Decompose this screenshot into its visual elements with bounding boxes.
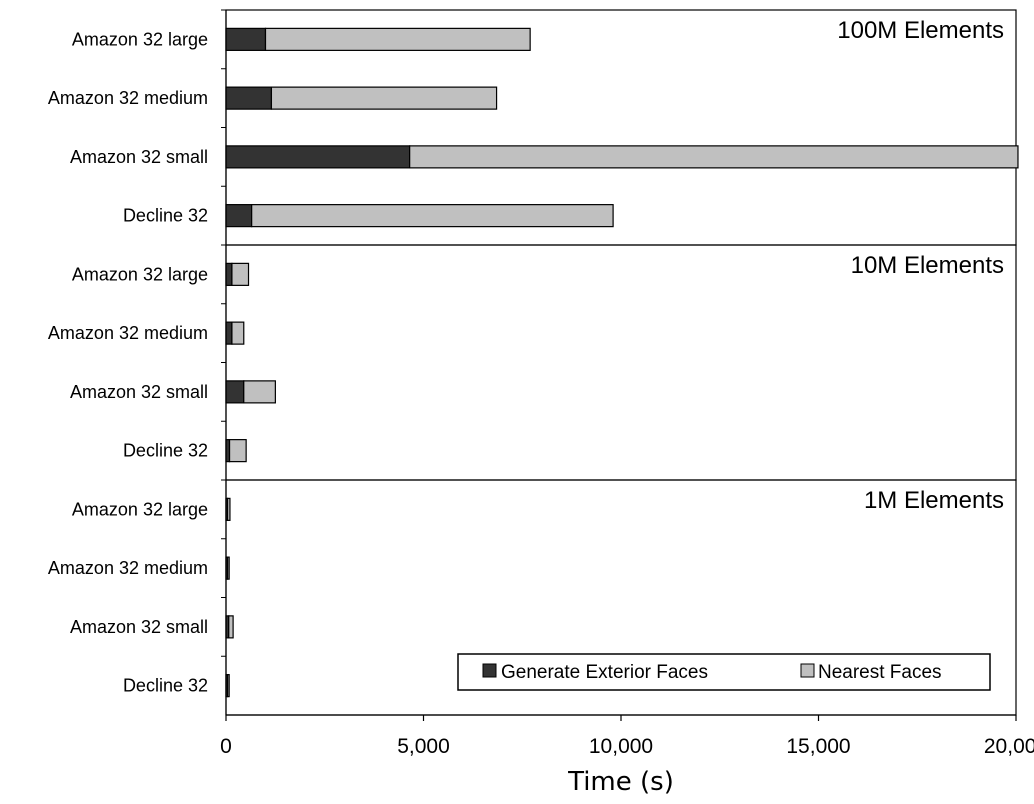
- x-tick-label: 15,000: [786, 735, 850, 758]
- bar-nearest-faces: [231, 321, 245, 345]
- bar-nearest-faces: [228, 615, 234, 639]
- x-tick-label: 0: [220, 735, 232, 758]
- panel-1: 10M Elements Amazon 32 large Amazon 32 med…: [48, 244, 1017, 481]
- bar-nearest-faces: [226, 497, 231, 521]
- category-label: Decline 32: [123, 676, 208, 696]
- bar-nearest-faces: [228, 439, 247, 463]
- bar-generate-exterior-faces: [225, 321, 233, 345]
- bar-generate-exterior-faces: [225, 145, 411, 169]
- category-label: Amazon 32 small: [70, 617, 208, 637]
- category-label: Decline 32: [123, 206, 208, 226]
- bar-nearest-faces: [243, 380, 276, 404]
- category-label: Amazon 32 large: [72, 264, 208, 284]
- legend-label-generate: Generate Exterior Faces: [501, 662, 708, 683]
- bar-generate-exterior-faces: [225, 380, 245, 404]
- panel-title: 100M Elements: [837, 17, 1004, 44]
- chart-panels: 100M Elements Amazon 32 large Amazon 32 me…: [48, 9, 1019, 716]
- bar-nearest-faces: [251, 204, 614, 228]
- bar-generate-exterior-faces: [225, 262, 233, 286]
- x-axis: 0 5,000 10,000 15,000 20,000: [220, 10, 1034, 758]
- category-label: Amazon 32 small: [70, 382, 208, 402]
- panel-0: 100M Elements Amazon 32 large Amazon 32 me…: [48, 9, 1019, 246]
- bar-nearest-faces: [226, 556, 230, 580]
- bar-generate-exterior-faces: [225, 86, 273, 110]
- panel-title: 1M Elements: [864, 487, 1004, 514]
- x-tick-label: 10,000: [589, 735, 653, 758]
- category-label: Amazon 32 medium: [48, 558, 208, 578]
- panel-title: 10M Elements: [851, 252, 1004, 279]
- category-label: Amazon 32 small: [70, 147, 208, 167]
- legend-box: [457, 653, 991, 691]
- legend-swatch-generate: [482, 663, 497, 678]
- category-label: Decline 32: [123, 441, 208, 461]
- x-tick-label: 5,000: [397, 735, 450, 758]
- bar-generate-exterior-faces: [225, 204, 253, 228]
- legend-swatch-nearest: [800, 663, 815, 678]
- category-label: Amazon 32 large: [72, 29, 208, 49]
- bar-nearest-faces: [231, 262, 250, 286]
- category-label: Amazon 32 medium: [48, 88, 208, 108]
- x-axis-title: Time (s): [567, 767, 674, 797]
- x-tick-label: 20,000: [984, 735, 1034, 758]
- category-label: Amazon 32 large: [72, 499, 208, 519]
- legend: Generate Exterior Faces Nearest Faces: [457, 653, 991, 691]
- bar-generate-exterior-faces: [225, 27, 267, 51]
- legend-label-nearest: Nearest Faces: [818, 662, 942, 683]
- bar-nearest-faces: [264, 27, 531, 51]
- bar-nearest-faces: [270, 86, 498, 110]
- bar-nearest-faces: [226, 674, 230, 698]
- bar-nearest-faces: [409, 145, 1019, 169]
- category-label: Amazon 32 medium: [48, 323, 208, 343]
